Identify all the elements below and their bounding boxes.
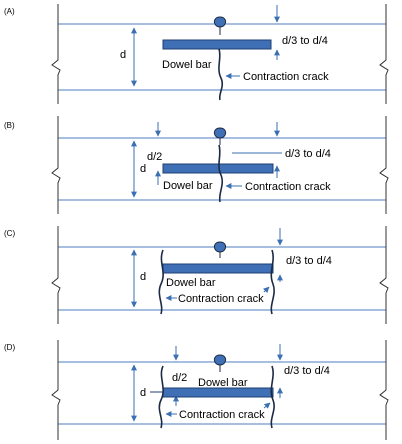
panel-b: (B) d d/2 d/3 to d/4 Dowel bar Contracti… [4, 116, 389, 214]
depth-label: d [140, 271, 146, 283]
dowel-bar-label: Dowel bar [163, 180, 213, 192]
crack-label: Contraction crack [245, 181, 331, 193]
contraction-crack-left [158, 249, 164, 315]
left-break-line-icon [51, 226, 61, 324]
half-depth-label: d/2 [172, 372, 187, 384]
depth-label: d [140, 387, 146, 399]
contraction-crack-left [158, 365, 164, 429]
panel-d-label: (D) [4, 343, 15, 352]
dowel-bar-label: Dowel bar [162, 59, 212, 71]
contraction-crack [218, 48, 224, 101]
right-break-line-icon [379, 340, 389, 440]
crack-pointer-arrow-right [263, 402, 271, 409]
contraction-crack-right [270, 249, 275, 315]
contraction-crack [218, 144, 224, 203]
sealant-bulb-icon [213, 354, 227, 372]
sealant-bulb-icon [213, 241, 227, 258]
half-depth-label: d/2 [147, 151, 162, 163]
left-break-line-icon [51, 340, 61, 440]
sealant-bulb-icon [213, 16, 227, 35]
depth-label: d [120, 49, 126, 61]
left-break-line-icon [51, 4, 61, 104]
spacing-label: d/3 to d/4 [286, 255, 332, 267]
right-break-line-icon [379, 116, 389, 214]
panel-c: (C) d d/3 to d/4 Dowel bar Contraction c… [4, 226, 389, 324]
dowel-bar [162, 39, 272, 50]
dowel-bar [162, 163, 274, 174]
spacing-label: d/3 to d/4 [284, 365, 330, 377]
right-break-line-icon [379, 226, 389, 324]
dowel-bar-label: Dowel bar [198, 377, 248, 389]
panel-a: (A) d d/3 to d/4 Dowel bar Contraction c… [4, 4, 389, 104]
spacing-label: d/3 to d/4 [285, 148, 331, 160]
left-break-line-icon [51, 116, 61, 214]
crack-label: Contraction crack [179, 409, 265, 421]
dowel-bar-label: Dowel bar [166, 277, 216, 289]
crack-label: Contraction crack [243, 71, 329, 83]
dowel-bar [162, 263, 274, 274]
spacing-label: d/3 to d/4 [282, 35, 328, 47]
sealant-bulb-icon [213, 127, 227, 145]
contraction-crack-right [270, 365, 275, 429]
crack-pointer-arrow-right [263, 286, 270, 293]
panel-a-label: (A) [4, 7, 15, 16]
dowel-bar [162, 387, 274, 398]
panel-d: (D) d d/2 d/3 to d/4 Dowel bar Contracti… [4, 340, 389, 440]
depth-label: d [140, 163, 146, 175]
right-break-line-icon [379, 4, 389, 104]
panel-c-label: (C) [4, 229, 15, 238]
crack-label: Contraction crack [178, 293, 264, 305]
panel-b-label: (B) [4, 121, 15, 130]
